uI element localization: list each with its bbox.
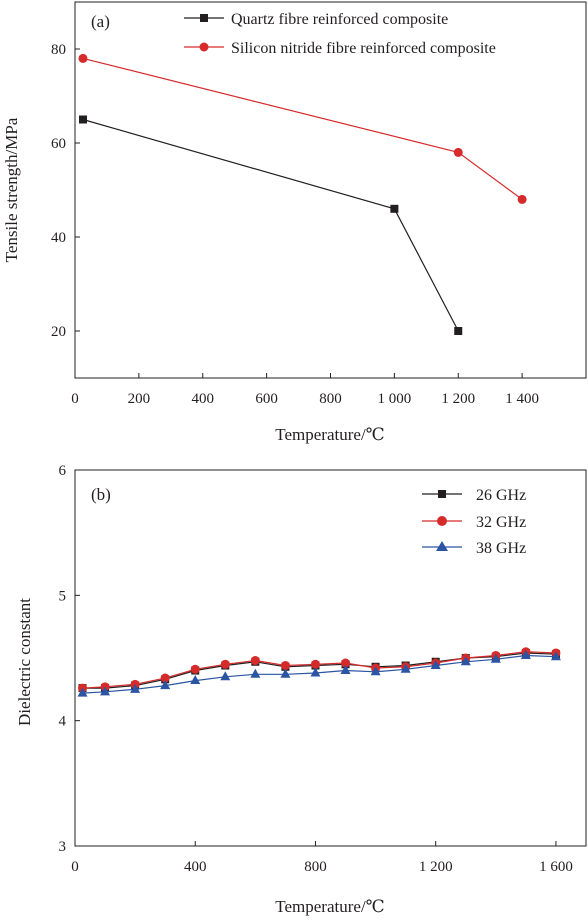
legend-label-quartz: Quartz fibre reinforced composite <box>231 11 448 28</box>
panel-a-y-axis-title: Tensile strength/MPa <box>2 117 21 262</box>
x-tick-label: 400 <box>184 859 207 875</box>
data-point-quartz-fibre-reinforced-composite <box>454 327 463 335</box>
y-tick-label: 4 <box>59 714 67 730</box>
data-point-quartz-fibre-reinforced-composite <box>390 204 399 213</box>
data-point-32-ghz <box>250 656 260 666</box>
data-point-38-ghz <box>190 675 201 685</box>
legend-marker-silicon-nitride <box>199 42 209 52</box>
y-tick-label: 20 <box>51 324 66 340</box>
y-tick-label: 40 <box>51 230 66 246</box>
x-tick-label: 800 <box>319 391 342 407</box>
panel-a-x-axis: 0 200 400 600 800 1 000 1 200 1 400 <box>71 373 539 407</box>
data-point-38-ghz <box>77 687 88 697</box>
x-tick-label: 1 200 <box>441 391 475 407</box>
panel-b-series <box>77 647 561 697</box>
x-tick-label: 1 600 <box>539 859 573 875</box>
y-tick-label: 60 <box>51 136 66 152</box>
data-point-32-ghz <box>160 673 170 683</box>
data-point-32-ghz <box>190 664 200 674</box>
panel-b-plot-frame <box>74 469 587 847</box>
data-point-32-ghz <box>310 659 320 669</box>
legend-label-38ghz: 38 GHz <box>476 540 526 557</box>
data-point-38-ghz <box>100 686 111 696</box>
data-point-silicon-nitride-fibre-reinforced-composite <box>517 194 527 204</box>
data-point-32-ghz <box>341 658 351 668</box>
legend-label-32ghz: 32 GHz <box>476 514 526 531</box>
series-line-silicon-nitride-fibre-reinforced-composite <box>82 57 523 200</box>
x-tick-label: 1 200 <box>419 859 453 875</box>
panel-a-series <box>78 53 527 335</box>
y-tick-label: 6 <box>59 463 67 479</box>
data-point-quartz-fibre-reinforced-composite <box>78 115 87 124</box>
data-point-38-ghz <box>520 649 531 659</box>
series-line-quartz-fibre-reinforced-composite <box>82 118 459 332</box>
data-point-38-ghz <box>310 667 321 677</box>
data-point-38-ghz <box>400 663 411 673</box>
data-point-silicon-nitride-fibre-reinforced-composite <box>78 53 88 63</box>
data-point-38-ghz <box>220 671 231 681</box>
data-point-38-ghz <box>130 683 141 693</box>
data-point-32-ghz <box>220 659 230 669</box>
data-point-38-ghz <box>430 660 441 670</box>
panel-b-label: (b) <box>91 485 111 504</box>
series-line-26-ghz <box>82 652 556 689</box>
data-point-38-ghz <box>490 653 501 663</box>
data-point-38-ghz <box>550 651 561 661</box>
y-tick-label: 80 <box>51 42 66 58</box>
x-tick-label: 400 <box>192 391 215 407</box>
panel-a-chart: (a) 0 200 400 600 800 1 000 1 200 1 400 20 40 60 8… <box>2 1 587 444</box>
y-tick-label: 5 <box>59 588 67 604</box>
data-point-silicon-nitride-fibre-reinforced-composite <box>453 147 463 157</box>
panel-a-x-axis-title: Temperature/℃ <box>275 425 384 444</box>
panel-a-y-axis: 20 40 60 80 <box>51 42 80 340</box>
data-point-38-ghz <box>340 665 351 675</box>
y-tick-label: 3 <box>59 839 67 855</box>
x-tick-label: 1 000 <box>378 391 412 407</box>
panel-b-x-axis-title: Temperature/℃ <box>275 897 384 916</box>
legend-label-26ghz: 26 GHz <box>476 487 526 504</box>
panel-b-legend: 26 GHz 32 GHz 38 GHz <box>422 487 526 557</box>
data-point-38-ghz <box>160 680 171 690</box>
panel-b-x-axis: 0 400 800 1 200 1 600 <box>71 841 573 875</box>
x-tick-label: 200 <box>128 391 151 407</box>
x-tick-label: 800 <box>304 859 327 875</box>
panel-a-label: (a) <box>91 12 110 31</box>
x-tick-label: 0 <box>71 859 79 875</box>
panel-b-chart: (b) 0 400 800 1 200 1 600 3 4 5 6 Temperature/℃… <box>15 463 587 916</box>
legend-marker-32ghz <box>437 516 447 526</box>
panel-b-y-axis-title: Dielectric constant <box>15 598 34 726</box>
legend-marker-38ghz <box>436 541 448 551</box>
data-point-38-ghz <box>280 668 291 678</box>
panel-b-y-axis: 3 4 5 6 <box>59 463 80 855</box>
panel-a-legend: Quartz fibre reinforced composite Silico… <box>184 11 496 57</box>
data-point-38-ghz <box>460 656 471 666</box>
legend-marker-quartz <box>200 14 208 22</box>
x-tick-label: 600 <box>255 391 278 407</box>
legend-marker-26ghz <box>438 490 446 498</box>
x-tick-label: 0 <box>71 391 79 407</box>
legend-label-silicon-nitride: Silicon nitride fibre reinforced composi… <box>231 40 496 57</box>
x-tick-label: 1 400 <box>505 391 539 407</box>
data-point-38-ghz <box>250 668 261 678</box>
data-point-38-ghz <box>370 666 381 676</box>
data-point-32-ghz <box>280 661 290 671</box>
